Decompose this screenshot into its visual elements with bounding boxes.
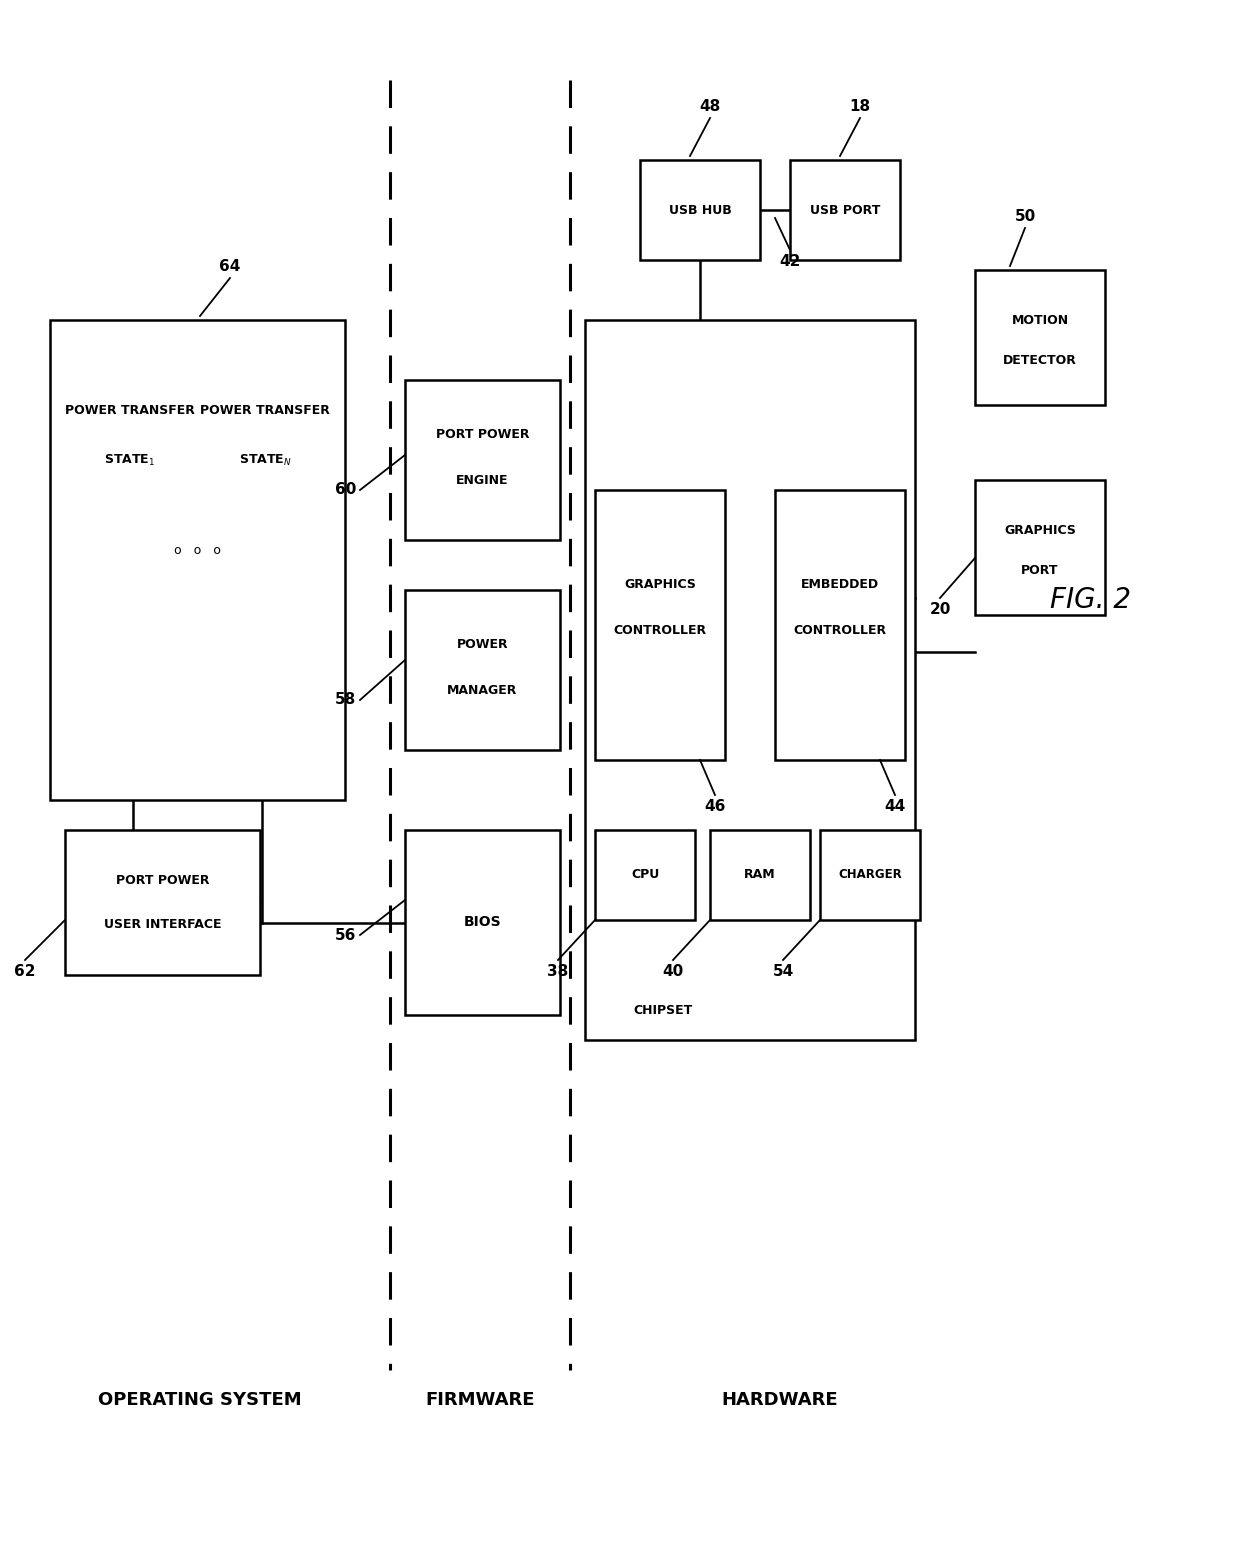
Bar: [640, 160, 760, 260]
Text: RAM: RAM: [744, 868, 776, 882]
Text: 40: 40: [662, 964, 683, 980]
Text: USB PORT: USB PORT: [810, 203, 880, 217]
Text: 60: 60: [335, 482, 356, 498]
Text: 56: 56: [335, 927, 356, 942]
Text: 64: 64: [219, 259, 241, 274]
Text: DETECTOR: DETECTOR: [1003, 353, 1076, 366]
Text: POWER: POWER: [456, 639, 508, 651]
Bar: [64, 829, 260, 975]
Text: CONTROLLER: CONTROLLER: [614, 623, 707, 637]
Text: 38: 38: [547, 964, 569, 980]
Text: EMBEDDED: EMBEDDED: [801, 578, 879, 592]
Bar: [790, 160, 900, 260]
Text: BIOS: BIOS: [464, 916, 501, 930]
Text: USB HUB: USB HUB: [668, 203, 732, 217]
Text: 62: 62: [14, 964, 36, 980]
Text: ENGINE: ENGINE: [456, 473, 508, 487]
Bar: [405, 591, 560, 750]
Text: 54: 54: [773, 964, 794, 980]
Text: 58: 58: [335, 693, 356, 707]
Text: FIG. 2: FIG. 2: [1049, 586, 1131, 614]
Text: 46: 46: [704, 798, 725, 814]
Text: MOTION: MOTION: [1012, 313, 1069, 327]
Text: 44: 44: [884, 798, 905, 814]
Text: PORT POWER: PORT POWER: [435, 428, 529, 442]
Text: FIRMWARE: FIRMWARE: [425, 1390, 534, 1409]
Text: HARDWARE: HARDWARE: [722, 1390, 838, 1409]
Text: PORT POWER: PORT POWER: [115, 874, 210, 887]
Bar: [775, 490, 905, 760]
Text: 48: 48: [699, 99, 720, 115]
Bar: [405, 380, 560, 539]
Text: o   o   o: o o o: [174, 544, 221, 556]
Text: GRAPHICS: GRAPHICS: [1004, 524, 1076, 536]
Text: GRAPHICS: GRAPHICS: [624, 578, 696, 592]
Text: CHIPSET: CHIPSET: [632, 1003, 692, 1017]
Text: CPU: CPU: [631, 868, 660, 882]
Text: OPERATING SYSTEM: OPERATING SYSTEM: [98, 1390, 301, 1409]
Text: STATE$_N$: STATE$_N$: [239, 453, 291, 468]
Text: MANAGER: MANAGER: [448, 684, 517, 696]
Bar: [595, 829, 694, 921]
Bar: [975, 270, 1105, 405]
Bar: [50, 319, 345, 800]
Text: POWER TRANSFER: POWER TRANSFER: [64, 403, 195, 417]
Text: POWER TRANSFER: POWER TRANSFER: [201, 403, 330, 417]
Bar: [585, 319, 915, 1040]
Bar: [975, 480, 1105, 615]
Bar: [405, 829, 560, 1015]
Bar: [820, 829, 920, 921]
Bar: [595, 490, 725, 760]
Text: 20: 20: [929, 601, 951, 617]
Text: CONTROLLER: CONTROLLER: [794, 623, 887, 637]
Bar: [711, 829, 810, 921]
Text: CHARGER: CHARGER: [838, 868, 901, 882]
Text: USER INTERFACE: USER INTERFACE: [104, 919, 221, 932]
Text: STATE$_1$: STATE$_1$: [104, 453, 155, 468]
Text: 42: 42: [779, 254, 801, 270]
Text: 50: 50: [1014, 209, 1035, 225]
Text: PORT: PORT: [1022, 564, 1059, 577]
Text: 18: 18: [849, 99, 870, 115]
